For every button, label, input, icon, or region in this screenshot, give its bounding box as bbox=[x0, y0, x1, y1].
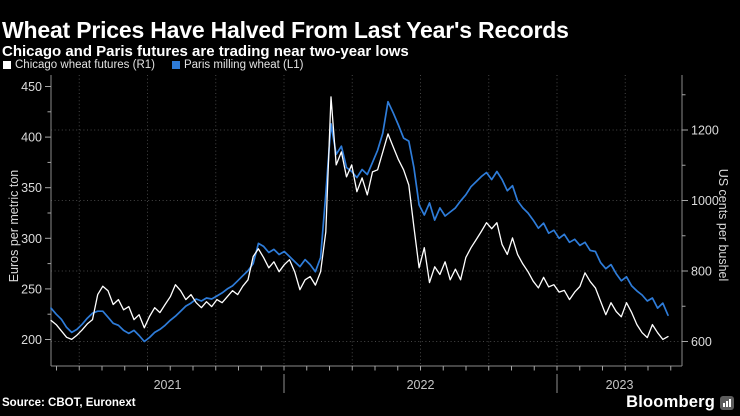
svg-text:600: 600 bbox=[691, 335, 712, 349]
bloomberg-wordmark: Bloomberg bbox=[626, 393, 715, 411]
svg-text:250: 250 bbox=[21, 282, 42, 296]
bloomberg-logo: Bloomberg bbox=[626, 393, 734, 412]
svg-text:200: 200 bbox=[21, 333, 42, 347]
svg-text:450: 450 bbox=[21, 80, 42, 94]
svg-text:2021: 2021 bbox=[154, 378, 182, 392]
svg-text:800: 800 bbox=[691, 265, 712, 279]
svg-text:2022: 2022 bbox=[407, 378, 435, 392]
legend-item-label: Chicago wheat futures (R1) bbox=[15, 59, 155, 71]
svg-text:350: 350 bbox=[21, 181, 42, 195]
source-note: Source: CBOT, Euronext bbox=[2, 397, 136, 409]
legend-item-paris: Paris milling wheat (L1) bbox=[171, 59, 304, 71]
paris-series-swatch bbox=[171, 61, 180, 69]
legend: Chicago wheat futures (R1) Paris milling… bbox=[3, 59, 304, 71]
svg-text:300: 300 bbox=[21, 232, 42, 246]
chicago-series-swatch bbox=[3, 61, 11, 69]
bloomberg-chart-icon bbox=[720, 395, 734, 410]
chart-subtitle: Chicago and Paris futures are trading ne… bbox=[2, 43, 409, 61]
svg-text:1200: 1200 bbox=[691, 124, 719, 138]
svg-text:1000: 1000 bbox=[691, 194, 719, 208]
legend-item-chicago: Chicago wheat futures (R1) bbox=[3, 59, 155, 71]
svg-text:400: 400 bbox=[21, 131, 42, 145]
chart-title: Wheat Prices Have Halved From Last Year'… bbox=[2, 17, 569, 44]
legend-item-label: Paris milling wheat (L1) bbox=[183, 59, 304, 71]
svg-text:2023: 2023 bbox=[606, 378, 634, 392]
